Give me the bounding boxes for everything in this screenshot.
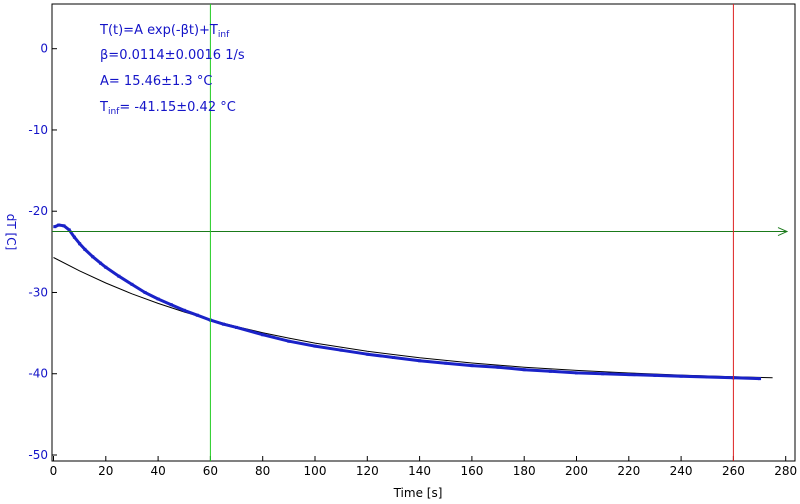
data-point bbox=[117, 274, 121, 278]
data-point bbox=[548, 369, 552, 373]
data-point bbox=[221, 322, 225, 326]
data-point bbox=[705, 375, 709, 379]
data-point bbox=[143, 290, 147, 294]
data-point bbox=[62, 224, 66, 228]
data-point bbox=[57, 223, 61, 227]
fit-annotation: T(t)=A exp(-βt)+Tinf β=0.0114±0.0016 1/s… bbox=[99, 23, 245, 117]
data-point bbox=[444, 361, 448, 365]
y-tick-label: -30 bbox=[28, 285, 48, 299]
data-point bbox=[522, 368, 526, 372]
formula-text: T(t)=A exp(-βt)+Tinf bbox=[99, 23, 230, 40]
x-tick-label: 120 bbox=[356, 464, 379, 478]
data-point bbox=[575, 371, 578, 375]
beta-text: β=0.0114±0.0016 1/s bbox=[100, 48, 245, 63]
data-point bbox=[91, 255, 95, 259]
data-point bbox=[182, 308, 186, 312]
x-tick-label: 100 bbox=[304, 464, 327, 478]
data-point bbox=[391, 355, 395, 359]
y-tick-label: -40 bbox=[28, 367, 48, 381]
plot-area-frame bbox=[51, 3, 796, 462]
data-point bbox=[679, 374, 683, 378]
x-axis-ticks: 0 20 40 60 80 100 120 140 160 180 200 220 240 260 280 bbox=[50, 456, 797, 478]
y-tick-label: -10 bbox=[28, 123, 48, 137]
x-tick-label: 200 bbox=[565, 464, 588, 478]
data-point bbox=[104, 265, 108, 269]
horizontal-marker-arrow bbox=[777, 227, 789, 236]
data-point bbox=[261, 333, 265, 337]
x-tick-label: 80 bbox=[255, 464, 270, 478]
y-axis-ticks: 0 -10 -20 -30 -40 -50 bbox=[28, 42, 57, 462]
data-point bbox=[313, 344, 317, 348]
x-axis-label: Time [s] bbox=[393, 486, 443, 500]
x-tick-label: 220 bbox=[617, 464, 640, 478]
x-tick-label: 160 bbox=[460, 464, 483, 478]
data-point bbox=[470, 364, 474, 368]
data-point bbox=[418, 359, 422, 363]
data-point bbox=[83, 247, 87, 251]
x-tick-label: 60 bbox=[203, 464, 218, 478]
data-point bbox=[67, 228, 71, 232]
data-point bbox=[78, 242, 82, 246]
x-tick-label: 0 bbox=[50, 464, 58, 478]
data-point bbox=[195, 313, 199, 317]
x-tick-label: 20 bbox=[98, 464, 113, 478]
data-point bbox=[496, 365, 500, 369]
y-tick-label: -20 bbox=[28, 204, 48, 218]
x-tick-label: 40 bbox=[150, 464, 165, 478]
data-point bbox=[99, 261, 103, 265]
y-tick-label: -50 bbox=[28, 448, 48, 462]
x-tick-label: 260 bbox=[722, 464, 745, 478]
data-point bbox=[627, 373, 631, 377]
tinf-text: Tinf= -41.15±0.42 °C bbox=[99, 100, 236, 117]
data-point bbox=[287, 339, 291, 343]
fit-curve bbox=[53, 257, 773, 379]
x-tick-label: 240 bbox=[670, 464, 693, 478]
data-point bbox=[235, 325, 239, 329]
data-point bbox=[365, 352, 369, 356]
data-point bbox=[758, 377, 762, 381]
data-point bbox=[339, 348, 343, 352]
data-point bbox=[169, 303, 173, 307]
data-point bbox=[156, 297, 160, 301]
measured-series-line bbox=[54, 223, 760, 381]
x-tick-label: 180 bbox=[513, 464, 536, 478]
y-tick-label: 0 bbox=[40, 42, 48, 56]
data-point bbox=[53, 225, 57, 229]
x-tick-label: 140 bbox=[408, 464, 431, 478]
amplitude-text: A= 15.46±1.3 °C bbox=[100, 74, 212, 89]
data-point bbox=[72, 235, 76, 239]
x-tick-label: 280 bbox=[774, 464, 797, 478]
data-point bbox=[601, 372, 605, 376]
fit-curve-layer bbox=[53, 257, 773, 379]
cursor-layer bbox=[52, 4, 789, 461]
data-point bbox=[653, 373, 657, 377]
y-axis-label: dT [C] bbox=[4, 214, 18, 251]
data-point bbox=[130, 282, 134, 286]
